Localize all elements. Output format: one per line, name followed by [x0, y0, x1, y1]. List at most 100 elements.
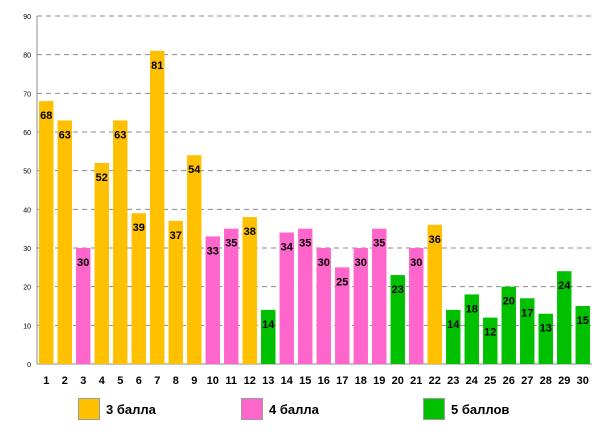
data-label-5: 63 [114, 129, 126, 141]
x-tick-label-29: 29 [558, 375, 570, 387]
bar-6 [131, 213, 146, 364]
x-tick-label-9: 9 [191, 375, 197, 387]
data-label-11: 35 [225, 238, 237, 250]
data-label-8: 37 [170, 230, 182, 242]
data-label-6: 39 [133, 222, 145, 234]
x-tick-label-7: 7 [154, 375, 160, 387]
x-tick-label-23: 23 [447, 375, 459, 387]
data-label-26: 20 [503, 296, 515, 308]
x-tick-label-15: 15 [299, 375, 311, 387]
bar-4 [94, 162, 109, 364]
data-label-23: 14 [447, 319, 460, 331]
data-label-28: 13 [540, 323, 552, 335]
data-label-20: 23 [392, 284, 404, 296]
bar-20 [390, 275, 405, 364]
bar-7 [150, 50, 165, 365]
data-label-2: 63 [59, 129, 71, 141]
x-tick-label-3: 3 [80, 375, 86, 387]
legend-label-4-points: 4 балла [269, 401, 319, 417]
data-label-15: 35 [299, 238, 311, 250]
x-tick-label-19: 19 [373, 375, 385, 387]
bar-5 [113, 120, 128, 365]
x-tick-label-1: 1 [43, 375, 49, 387]
y-tick-label-60: 60 [23, 130, 31, 137]
x-tick-label-6: 6 [136, 375, 142, 387]
bar-22 [427, 224, 442, 364]
data-label-22: 36 [429, 234, 441, 246]
x-tick-label-26: 26 [503, 375, 515, 387]
legend-swatch-4-points [241, 398, 263, 420]
x-tick-label-24: 24 [466, 375, 479, 387]
x-tick-label-4: 4 [99, 375, 106, 387]
bar-19 [372, 228, 387, 364]
y-tick-label-90: 90 [23, 14, 31, 21]
y-tick-label-20: 20 [23, 285, 31, 292]
bar-14 [279, 232, 294, 364]
data-label-17: 25 [336, 276, 348, 288]
y-tick-label-80: 80 [23, 53, 31, 60]
data-label-12: 38 [244, 226, 256, 238]
x-tick-label-20: 20 [392, 375, 404, 387]
legend-swatch-3-points [78, 398, 100, 420]
bar-25 [483, 317, 498, 364]
legend-item-4-points: 4 балла [241, 398, 319, 420]
x-tick-label-8: 8 [173, 375, 179, 387]
legend-label-5-points: 5 баллов [451, 401, 510, 417]
y-tick-label-30: 30 [23, 246, 31, 253]
bar-15 [298, 228, 313, 364]
data-label-24: 18 [466, 303, 478, 315]
x-tick-label-21: 21 [410, 375, 422, 387]
bar-27 [520, 298, 535, 364]
data-label-16: 30 [318, 257, 330, 269]
data-label-4: 52 [96, 172, 108, 184]
y-tick-label-70: 70 [23, 91, 31, 98]
bar-24 [464, 294, 479, 364]
bar-13 [261, 309, 276, 364]
bar-28 [538, 313, 553, 364]
bar-2 [57, 120, 72, 365]
data-label-25: 12 [484, 327, 496, 339]
data-labels: 68 63 30 52 63 39 81 37 54 33 35 38 14 34 35 30 25 30 35 23… [40, 60, 589, 339]
data-label-29: 24 [558, 280, 571, 292]
gridlines [37, 15, 592, 326]
y-tick-label-40: 40 [23, 207, 31, 214]
bar-21 [409, 248, 424, 364]
x-tick-label-11: 11 [225, 375, 237, 387]
x-tick-label-30: 30 [577, 375, 589, 387]
bar-3 [76, 248, 91, 364]
data-label-14: 34 [281, 242, 294, 254]
x-tick-label-10: 10 [207, 375, 219, 387]
data-label-30: 15 [577, 315, 589, 327]
bar-1 [39, 101, 54, 365]
x-tick-label-17: 17 [336, 375, 348, 387]
bar-18 [353, 248, 368, 364]
data-label-21: 30 [410, 257, 422, 269]
data-label-3: 30 [77, 257, 89, 269]
bars [39, 50, 590, 365]
data-label-19: 35 [373, 238, 385, 250]
bar-17 [335, 267, 350, 364]
x-tick-label-12: 12 [244, 375, 256, 387]
legend-label-3-points: 3 балла [106, 401, 156, 417]
legend-swatch-5-points [423, 398, 445, 420]
legend-item-5-points: 5 баллов [423, 398, 509, 420]
y-tick-label-0: 0 [27, 362, 31, 369]
x-tick-label-5: 5 [117, 375, 123, 387]
y-tick-label-10: 10 [23, 323, 31, 330]
bar-29 [557, 271, 572, 364]
bar-23 [446, 309, 461, 364]
bar-26 [501, 286, 516, 364]
x-tick-label-28: 28 [540, 375, 552, 387]
bar-30 [575, 306, 590, 364]
x-tick-label-27: 27 [521, 375, 533, 387]
bar-16 [316, 248, 331, 364]
bar-11 [224, 228, 239, 364]
bar-9 [187, 155, 202, 364]
x-tick-label-14: 14 [281, 375, 294, 387]
x-tick-labels: 1 2 3 4 5 6 7 8 9 10 11 12 13 14 15 16 17 18 19 20 21 22 23 24 2… [43, 375, 589, 387]
legend-item-3-points: 3 балла [78, 398, 156, 420]
axes [36, 16, 592, 365]
bar-8 [168, 220, 183, 364]
bar-12 [242, 217, 257, 364]
